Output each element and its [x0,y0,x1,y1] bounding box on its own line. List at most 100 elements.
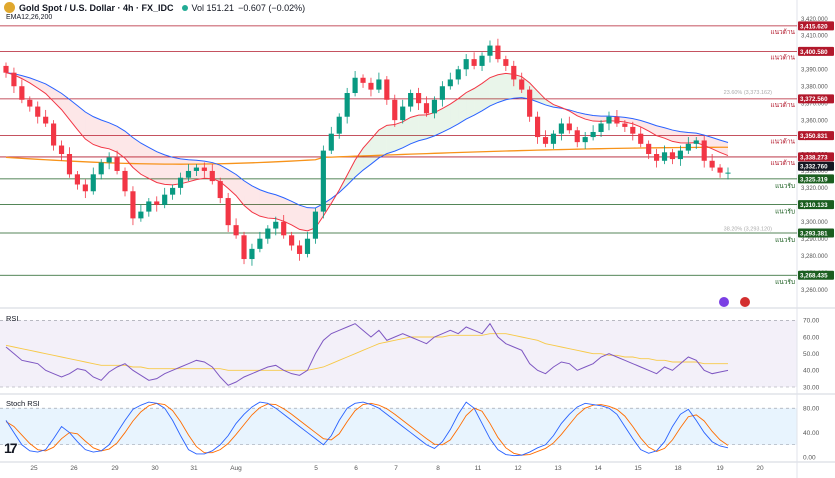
candle-body [58,145,65,154]
candle [408,89,414,112]
lightning-icon[interactable] [719,297,729,307]
candle [130,186,136,226]
ema-cloud-segment [537,91,546,105]
us-flag-icon[interactable] [740,297,750,307]
candle-body [701,140,707,161]
candle [582,131,588,149]
candle-body [281,221,287,236]
ema-cloud-segment [394,121,403,152]
candle-body [344,93,350,117]
stoch-tick-label: 80.00 [803,405,820,412]
candle [606,111,612,131]
candle-body [43,116,49,124]
candle-body [542,137,549,144]
price-tag-bg [798,46,834,56]
resistance-label: แนวต้าน [770,159,795,167]
ema-cloud-segment [712,137,721,153]
rsi-pane-label[interactable]: RSI [6,314,19,323]
price-tag-resistance: 3,338.273 [798,152,834,162]
candle-body [170,187,176,195]
candle-body [527,89,533,117]
candle-body [463,59,469,70]
support-label: แนวรับ [775,182,795,190]
symbol-title[interactable]: Gold Spot / U.S. Dollar · 4h · FX_IDC [19,2,174,13]
candle-body [638,133,644,144]
candle [392,94,398,127]
y-tick-label: 3,410.000 [801,34,828,40]
ema-cloud-segment [101,120,110,149]
candle-body [376,79,382,90]
candle [90,167,96,195]
ema-cloud-segment [458,92,467,124]
candle [233,218,239,239]
candle-body [312,211,319,239]
candle [590,125,596,141]
candle-body [177,177,184,188]
candle [566,116,572,134]
candle [717,164,723,178]
candle-body [82,184,88,192]
candle [43,109,49,127]
ema-cloud-segment [132,137,141,175]
candle [74,170,80,190]
candle [677,145,683,166]
ema-cloud-segment [434,108,443,136]
ema-cloud-segment [688,132,697,143]
resistance-label: แนวต้าน [770,138,795,146]
resistance-label: แนวต้าน [770,28,795,36]
candle [415,87,422,110]
candle-body [550,133,557,144]
ema-cloud-segment [450,98,459,129]
stoch-pane-label[interactable]: Stoch RSI [6,399,40,408]
candle-body [273,221,279,229]
candle [201,162,207,178]
ema-indicator-label[interactable]: EMA12,26,200 [6,14,53,21]
candle [685,137,691,154]
candle-body [296,245,303,254]
support-label: แนวรับ [775,208,795,216]
candle-body [217,181,223,199]
price-tag-value: 3,338.273 [800,154,828,161]
price-tag-resistance: 3,400.580 [798,46,834,56]
stoch-band [0,408,797,445]
candle [463,54,469,77]
ema-cloud-segment [37,80,46,94]
x-tick-label: 7 [394,465,398,472]
candle [249,243,255,266]
candle [241,231,247,265]
candle-body [471,59,477,66]
candle [487,40,493,63]
candle [296,240,303,261]
candle [312,208,319,244]
y-tick-label: 3,390.000 [801,68,828,74]
candle-body [304,238,311,254]
ema-cloud-segment [418,114,427,141]
x-tick-label: 12 [514,465,522,472]
candle-body [574,130,580,143]
y-tick-label: 3,320.000 [801,186,828,192]
ema-cloud-segment [77,105,86,140]
x-tick-label: Aug [230,465,242,472]
candle [146,198,152,217]
price-tag-value: 3,325.319 [800,176,828,183]
y-tick-label: 3,330.000 [801,169,828,175]
candle-body [336,116,342,134]
stoch-k-line [5,401,729,457]
candle-body [495,45,501,60]
ema-cloud-segment [648,122,657,136]
chart-header: Gold Spot / U.S. Dollar · 4h · FX_IDC Vo… [4,2,305,13]
candle-body [51,123,57,146]
candle [273,216,279,236]
candle [630,121,636,141]
candle-body [193,167,199,171]
ema-cloud-segment [482,77,490,111]
x-tick-label: 20 [756,465,764,472]
price-tag-bg [798,200,834,210]
ema-cloud-segment [640,120,649,132]
candle [193,164,199,177]
candle-body [35,106,41,117]
candle [701,135,707,168]
candle [495,38,501,63]
resistance-label: แนวต้าน [770,53,795,61]
